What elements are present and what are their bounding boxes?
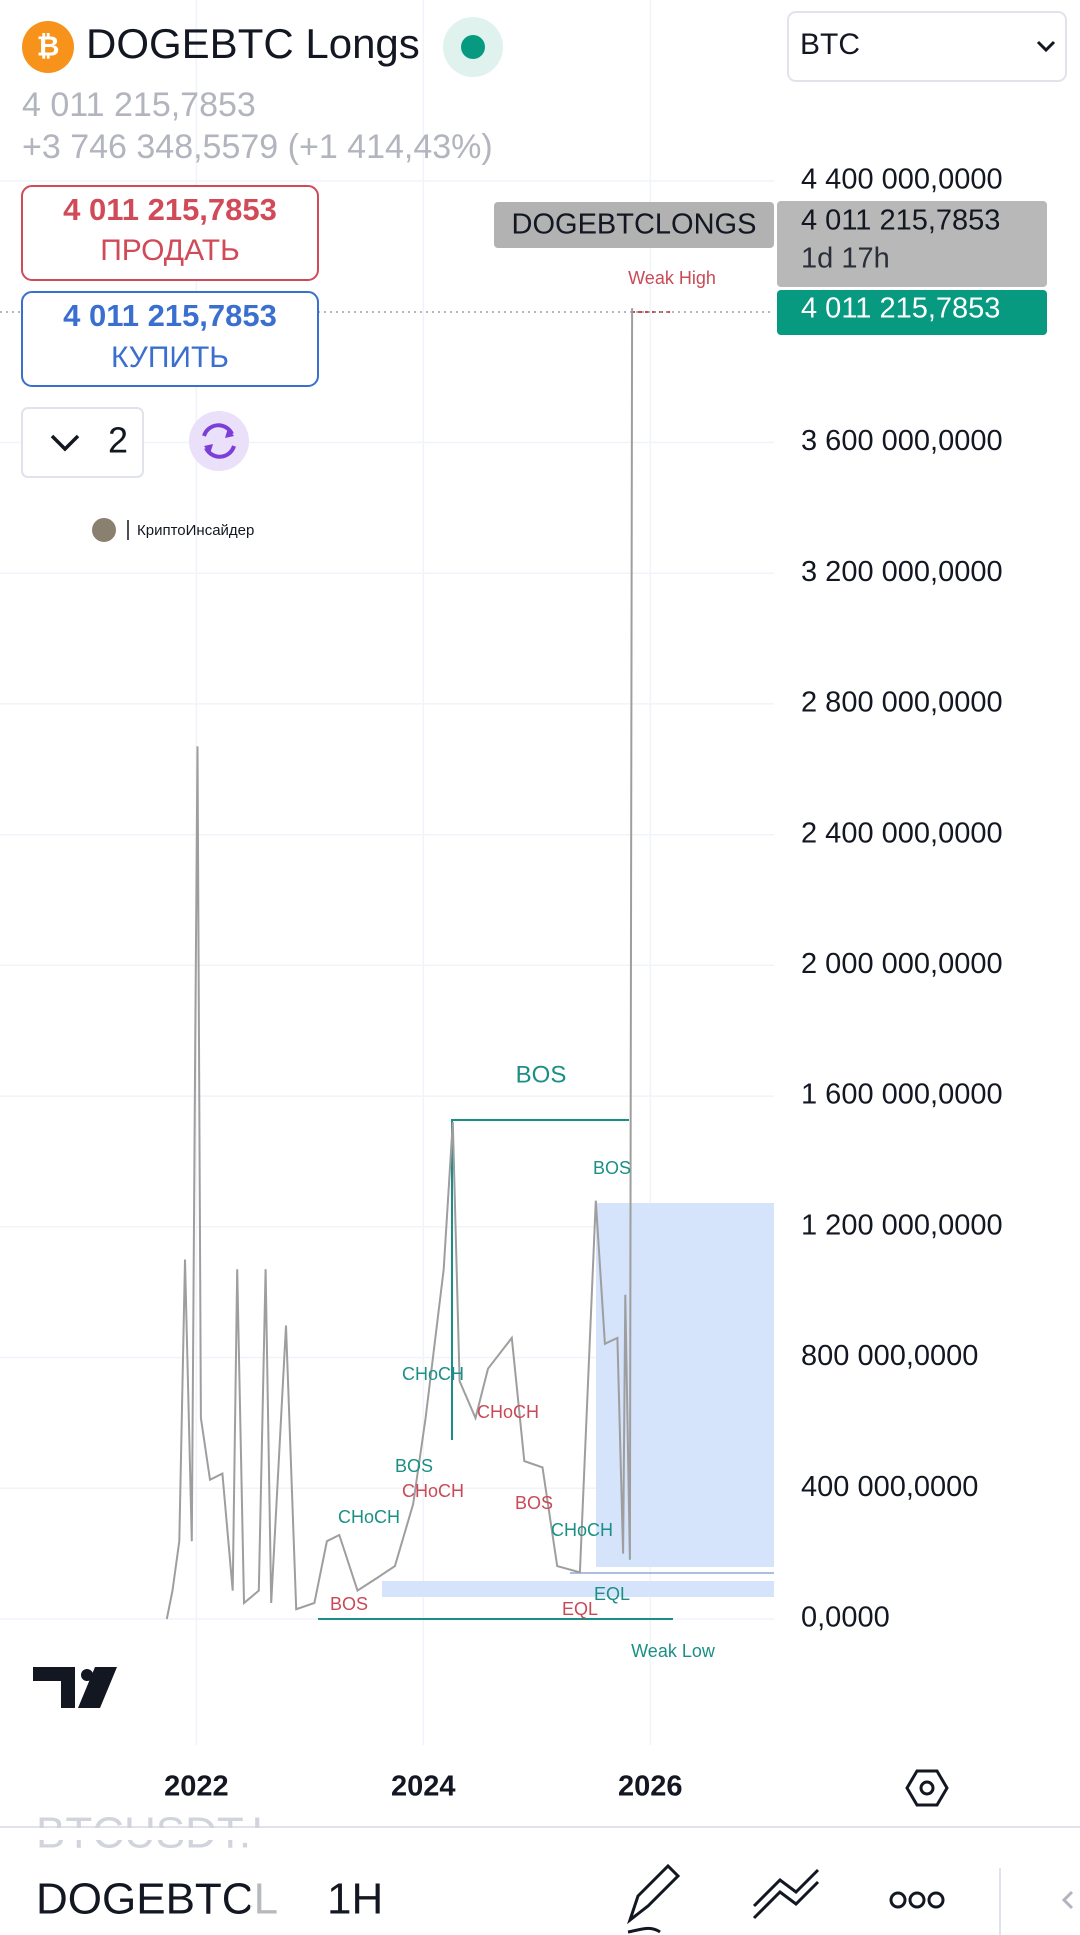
change: +3 746 348,5579 (+1 414,43%) [22,128,493,166]
refresh-bg[interactable] [189,411,249,471]
y-tick-label: 2 000 000,0000 [801,948,1003,980]
y-tick-label: 400 000,0000 [801,1471,978,1503]
collapse[interactable] [1061,1890,1074,1910]
interval[interactable]: 1H [327,1875,383,1924]
dot[interactable] [908,1891,926,1909]
x-tick-label: 2026 [618,1771,683,1803]
annotation: CHoCH [551,1520,613,1540]
settings-icon[interactable] [905,1769,949,1807]
status-dot [461,35,485,59]
dot[interactable] [927,1891,945,1909]
buy-label[interactable]: КУПИТЬ [111,341,229,374]
price: 4 011 215,7853 [22,86,256,124]
sell-label[interactable]: ПРОДАТЬ [100,234,240,267]
annotation: BOS [395,1456,433,1476]
buy-box[interactable] [21,291,319,387]
annotation: BOS [515,1493,553,1513]
annotation: EQL [562,1599,598,1619]
countdown: 1d 17h [801,243,890,275]
y-tick-label: 2 400 000,0000 [801,817,1003,849]
y-tick-label: 3 600 000,0000 [801,425,1003,457]
last-price-box [777,290,1047,335]
draw-tool[interactable] [627,1863,681,1934]
refresh-button[interactable] [189,411,249,471]
more-button[interactable] [889,1891,945,1909]
chevron[interactable] [1036,40,1056,53]
tv-logo-dot [81,1669,93,1681]
settings-button[interactable] [905,1769,949,1807]
last-price: 4 011 215,7853 [801,293,1000,325]
annotation: CHoCH [402,1481,464,1501]
x-tick-label: 2024 [391,1771,456,1803]
x-tick-label: 2022 [164,1771,229,1803]
chevron[interactable] [50,434,80,452]
price-line [165,308,634,1620]
annotation: CHoCH [477,1402,539,1422]
y-tick-label: 800 000,0000 [801,1340,978,1372]
sell-box[interactable] [21,185,319,281]
refresh-arrows[interactable] [204,428,234,454]
sell-button[interactable]: 4 011 215,7853 ПРОДАТЬ [21,185,319,281]
mask [250,1828,330,1858]
currency-select[interactable]: BTC [787,11,1067,82]
coin-icon [22,21,74,73]
select-box[interactable] [787,11,1067,82]
annotation: CHoCH [338,1507,400,1527]
annotation: BOS [330,1594,368,1614]
mask [0,1828,1080,1840]
symbol-label: DOGEBTCLONGS [512,209,757,241]
coin-glyph: ₿ [37,30,60,61]
tv-logo [33,1667,117,1708]
series-layer [165,308,634,1620]
title: DOGEBTC Longs [86,20,420,67]
settings-core[interactable] [919,1780,935,1796]
annotations: Weak HighBOSBOSCHoCHCHoCHBOSCHoCHBOSCHoC… [330,268,716,1661]
chart: 0,0000 400 000,0000 800 000,0000 1 200 000,… [0,0,1003,1803]
avatar [92,518,116,542]
zone [596,1203,774,1567]
dot[interactable] [889,1891,907,1909]
zone [382,1581,774,1597]
y-tick-label: 1 600 000,0000 [801,1079,1003,1111]
currency[interactable]: BTC [800,28,860,61]
y-tick-label: 0,0000 [801,1602,890,1634]
annotation: BOS [593,1158,631,1178]
quantity-select[interactable]: 2 [21,407,144,478]
y-tick-label: 2 800 000,0000 [801,687,1003,719]
symbol-label-box [494,202,774,248]
watermark: КриптоИнсайдер [137,522,254,539]
y-tick-label: 3 200 000,0000 [801,556,1003,588]
annotation: BOS [516,1061,567,1088]
buy-button[interactable]: 4 011 215,7853 КУПИТЬ [21,291,319,387]
bos-line [451,1119,629,1440]
y-tick-label: 1 200 000,0000 [801,1209,1003,1241]
buy-price[interactable]: 4 011 215,7853 [63,298,277,333]
annotation: CHoCH [402,1364,464,1384]
annotation: EQL [594,1584,630,1604]
annotation: Weak Low [631,1641,716,1661]
symbol[interactable]: DOGEBTCL [36,1875,278,1924]
y-tick-label: 4 400 000,0000 [801,164,1003,196]
quantity[interactable]: 2 [108,420,128,461]
indicator-tool[interactable] [752,1868,820,1920]
quantity-box[interactable] [21,407,144,478]
sell-price[interactable]: 4 011 215,7853 [63,192,277,227]
price-label-box [777,201,1047,287]
annotation: Weak High [628,268,716,288]
fade [250,1870,320,1930]
price-label: 4 011 215,7853 [801,205,1000,237]
